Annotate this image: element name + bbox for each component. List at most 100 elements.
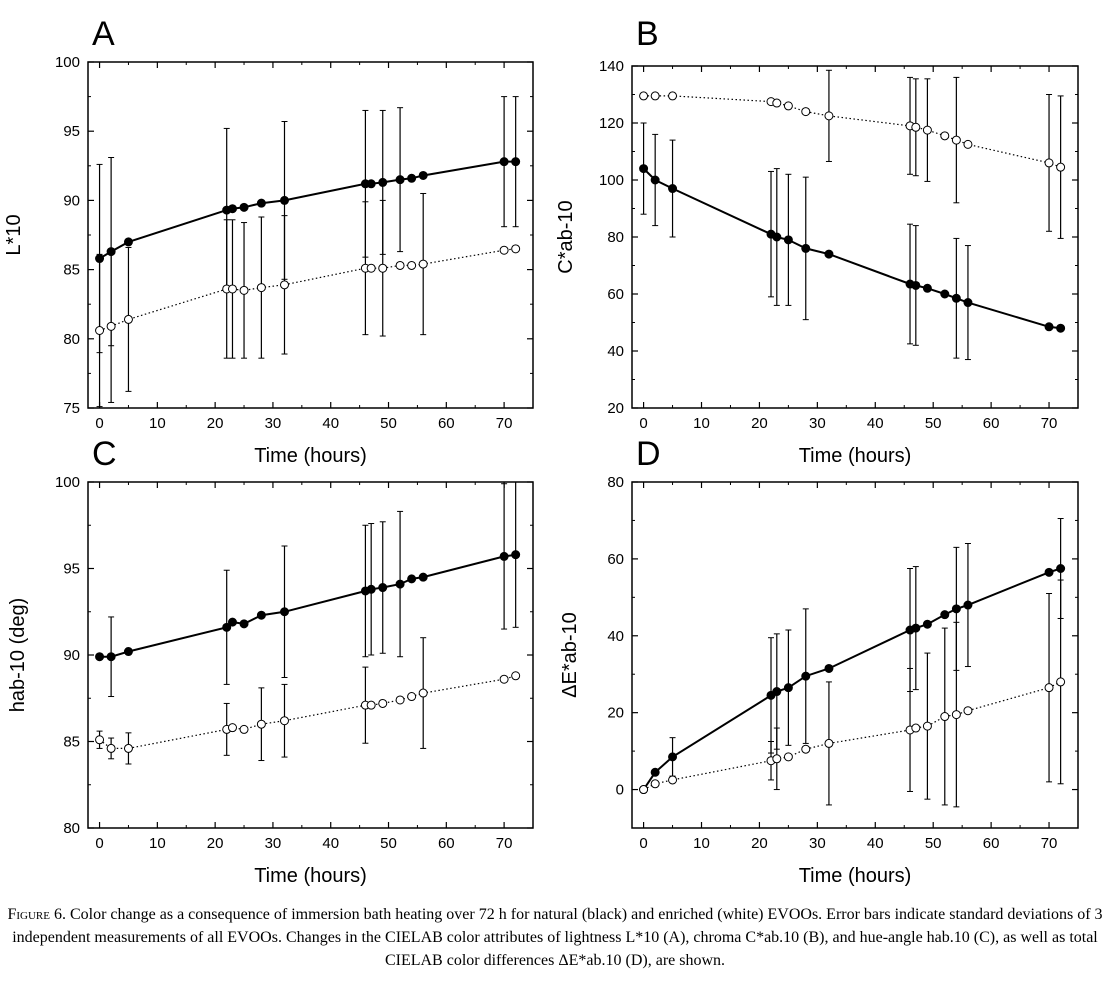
data-point	[639, 91, 649, 101]
data-point	[772, 98, 782, 108]
data-point	[256, 610, 266, 620]
data-point	[407, 173, 417, 183]
data-point	[279, 280, 289, 290]
data-point	[911, 280, 921, 290]
data-point	[378, 177, 388, 187]
x-tick-label: 50	[380, 415, 397, 432]
x-tick-label: 30	[809, 415, 826, 432]
data-point	[772, 754, 782, 764]
data-point	[668, 775, 678, 785]
panel-letter: C	[92, 435, 117, 473]
data-point	[1044, 158, 1054, 168]
data-point	[951, 710, 961, 720]
y-tick-label: 85	[63, 262, 80, 279]
x-tick-label: 50	[925, 415, 942, 432]
y-tick-label: 100	[55, 474, 80, 491]
series-line	[99, 248, 516, 332]
data-point	[239, 202, 249, 212]
y-tick-label: 90	[63, 192, 80, 209]
data-point	[123, 237, 133, 247]
plot-frame	[631, 481, 1079, 829]
data-point	[418, 688, 428, 698]
x-tick-label: 60	[983, 415, 1000, 432]
x-tick-label: 50	[925, 835, 942, 852]
data-point	[650, 175, 660, 185]
data-point	[824, 111, 834, 121]
data-point	[801, 107, 811, 117]
data-point	[95, 325, 105, 335]
y-tick-label: 75	[63, 400, 80, 417]
data-point	[378, 263, 388, 273]
series-open	[639, 69, 1066, 239]
data-point	[963, 139, 973, 149]
data-point	[378, 583, 388, 593]
series-line	[643, 95, 1061, 168]
data-point	[222, 622, 232, 632]
data-point	[911, 723, 921, 733]
series-line	[99, 675, 516, 750]
caption-text: Color change as a consequence of immersi…	[12, 906, 1103, 969]
data-point	[650, 767, 660, 777]
x-tick-label: 60	[438, 415, 455, 432]
x-tick-label: 30	[809, 835, 826, 852]
data-point	[772, 687, 782, 697]
data-point	[801, 744, 811, 754]
data-point	[940, 610, 950, 620]
data-point	[922, 125, 932, 135]
data-point	[783, 235, 793, 245]
data-point	[783, 683, 793, 693]
x-axis-title: Time (hours)	[799, 445, 912, 467]
data-point	[227, 284, 237, 294]
data-point	[366, 584, 376, 594]
x-tick-label: 20	[751, 415, 768, 432]
data-point	[668, 184, 678, 194]
data-point	[239, 724, 249, 734]
data-point	[922, 283, 932, 293]
y-tick-label: 60	[607, 286, 624, 303]
data-point	[395, 579, 405, 589]
x-tick-label: 20	[207, 835, 224, 852]
data-point	[418, 259, 428, 269]
y-tick-label: 80	[607, 229, 624, 246]
data-point	[650, 91, 660, 101]
panel-letter: B	[636, 15, 659, 53]
x-tick-label: 70	[1041, 835, 1058, 852]
y-tick-label: 20	[607, 705, 624, 722]
data-point	[650, 779, 660, 789]
x-tick-label: 30	[265, 835, 282, 852]
y-tick-label: 100	[599, 172, 624, 189]
y-tick-label: 90	[63, 647, 80, 664]
data-point	[279, 607, 289, 617]
chart-panel-a: A 0 10 20 30 40 50 60 70 75 80 85 90 95 100 Time (hours…	[3, 15, 534, 467]
x-tick-label: 40	[322, 415, 339, 432]
x-axis-title: Time (hours)	[254, 865, 367, 887]
plot-frame	[87, 481, 534, 829]
data-point	[239, 619, 249, 629]
plot-frame	[87, 61, 534, 409]
x-tick-label: 0	[95, 415, 103, 432]
data-point	[366, 179, 376, 189]
data-point	[499, 245, 509, 255]
data-point	[511, 671, 521, 681]
data-point	[511, 157, 521, 167]
data-point	[227, 617, 237, 627]
data-point	[395, 260, 405, 270]
y-tick-label: 85	[63, 734, 80, 751]
data-point	[395, 175, 405, 185]
data-point	[801, 671, 811, 681]
x-tick-label: 10	[149, 835, 166, 852]
x-tick-label: 0	[639, 835, 647, 852]
data-point	[639, 785, 649, 795]
data-point	[951, 293, 961, 303]
data-point	[963, 298, 973, 308]
x-tick-label: 40	[867, 835, 884, 852]
data-point	[824, 663, 834, 673]
x-tick-label: 60	[438, 835, 455, 852]
series-filled	[95, 96, 521, 354]
y-axis-title: ΔE*ab-10	[559, 612, 581, 698]
series-open	[95, 637, 521, 765]
series-open	[95, 192, 521, 408]
data-point	[1044, 683, 1054, 693]
data-point	[1056, 162, 1066, 172]
